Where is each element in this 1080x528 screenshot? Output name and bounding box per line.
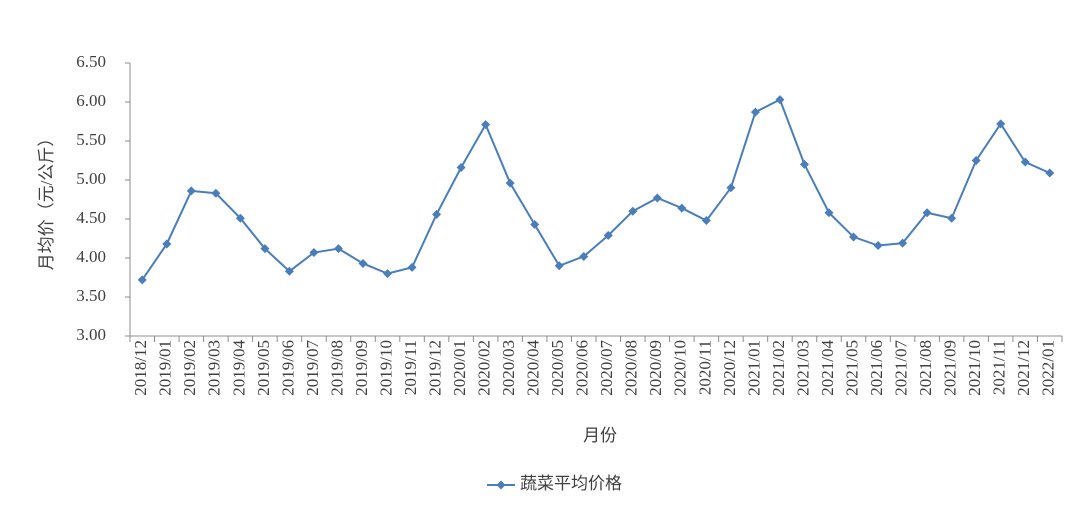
x-tick-label: 2020/09 [646,340,665,396]
point [652,193,662,203]
x-tick-label: 2021/02 [769,340,788,396]
x-tick-label: 2021/12 [1014,340,1033,396]
point [456,163,466,173]
x-tick-label: 2021/11 [990,340,1009,395]
point [211,188,221,198]
point [432,209,442,219]
point [873,241,883,251]
point [898,238,908,248]
x-tick-label: 2020/08 [622,340,641,396]
x-tick-label: 2020/11 [695,340,714,395]
x-axis-title: 月份 [583,426,617,445]
point [358,258,368,268]
x-tick-label: 2021/05 [842,340,861,396]
y-tick-label: 4.50 [76,208,106,227]
x-tick-label: 2019/12 [425,340,444,396]
x-tick-label: 2020/05 [548,340,567,396]
x-tick-label: 2020/10 [671,340,690,396]
x-tick-label: 2018/12 [131,340,150,396]
x-tick-label: 2019/10 [376,340,395,396]
point [971,156,981,165]
x-tick-label: 2019/05 [254,340,273,396]
point [186,186,196,196]
y-tick-label: 5.50 [76,130,106,149]
x-tick-label: 2021/07 [891,340,910,396]
point [407,262,417,272]
x-tick-label: 2020/03 [499,340,518,396]
x-tick-label: 2020/01 [450,340,469,396]
point [137,275,147,285]
point [235,213,245,223]
legend-marker [496,480,506,490]
x-tick-label: 2020/07 [597,340,616,396]
x-tick-label: 2021/06 [867,340,886,396]
x-tick-label: 2019/02 [180,340,199,396]
x-tick-label: 2021/09 [941,340,960,396]
x-tick-label: 2020/04 [524,340,543,396]
x-tick-label: 2019/07 [303,340,322,396]
y-axis-title: 月均价（元/公斤） [37,130,56,271]
point [505,178,515,188]
point [677,203,687,213]
x-tick-label: 2019/08 [327,340,346,396]
x-tick-label: 2020/12 [720,340,739,396]
point [996,119,1006,129]
point [1045,168,1055,178]
point [701,216,711,226]
point [530,219,540,229]
y-tick-label: 4.00 [76,247,106,266]
x-tick-label: 2022/01 [1039,340,1058,396]
point [260,244,270,254]
point [603,230,613,240]
legend-label: 蔬菜平均价格 [520,474,622,493]
series-line [141,98,1051,281]
y-tick-label: 6.50 [76,52,106,71]
y-tick-label: 5.00 [76,169,106,188]
point [481,120,491,130]
point [799,159,809,169]
x-tick-label: 2019/03 [205,340,224,396]
x-tick-label: 2021/08 [916,340,935,396]
y-tick-label: 3.50 [76,286,106,305]
y-tick-label: 6.00 [76,91,106,110]
point [1020,157,1030,167]
point [824,208,834,218]
x-tick-label: 2019/09 [352,340,371,396]
x-tick-label: 2019/11 [401,340,420,395]
point [750,107,760,117]
x-tick-label: 2021/03 [793,340,812,396]
x-tick-label: 2019/04 [229,340,248,396]
point [284,266,294,276]
point [162,239,172,249]
point [775,95,785,105]
x-tick-label: 2019/01 [156,340,175,396]
x-tick-label: 2020/02 [475,340,494,396]
y-tick-label: 3.00 [76,325,106,344]
x-tick-label: 2021/04 [818,340,837,396]
x-tick-label: 2020/06 [573,340,592,396]
point [579,251,589,261]
x-tick-label: 2021/01 [744,340,763,396]
point [383,269,393,279]
point [922,208,932,218]
point [309,248,319,258]
point [947,213,957,223]
point [333,244,343,254]
point [628,206,638,216]
point [726,183,736,193]
point [849,232,859,242]
point [554,261,564,271]
x-tick-label: 2019/06 [278,340,297,396]
x-tick-label: 2021/10 [965,340,984,396]
